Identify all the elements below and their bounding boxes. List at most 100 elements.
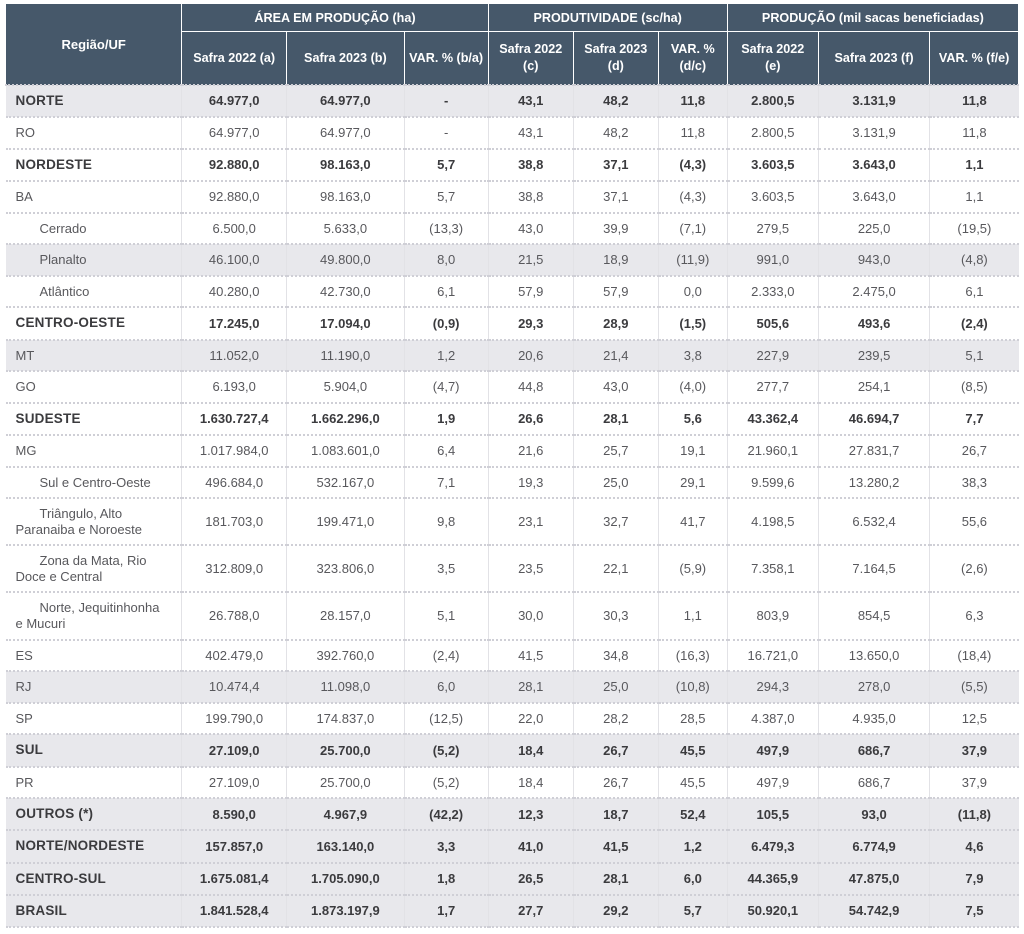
row-value-prodty-2023: 29,2 bbox=[573, 893, 659, 928]
row-value-prod-2023: 3.131,9 bbox=[818, 116, 931, 149]
row-value-area-var: (0,9) bbox=[404, 306, 489, 340]
table-row: NORTE 64.977,0 64.977,0 - 43,1 48,2 11,8… bbox=[5, 83, 1019, 118]
row-value-prod-2023: 2.475,0 bbox=[818, 274, 931, 308]
row-value-prod-var: (19,5) bbox=[929, 211, 1019, 245]
row-value-prodty-2023: 28,9 bbox=[573, 306, 659, 340]
row-value-area-var: (12,5) bbox=[404, 701, 489, 735]
row-value-area-2022: 312.809,0 bbox=[181, 544, 288, 593]
row-value-prod-2023: 4.935,0 bbox=[818, 701, 931, 735]
row-value-prod-2023: 6.532,4 bbox=[818, 497, 931, 546]
row-value-prodty-2023: 48,2 bbox=[573, 116, 659, 149]
row-value-prodty-var: 5,6 bbox=[658, 401, 728, 435]
row-value-prodty-var: 3,8 bbox=[658, 338, 728, 372]
row-value-prod-var: 12,5 bbox=[929, 701, 1019, 735]
row-value-area-2022: 402.479,0 bbox=[181, 638, 288, 672]
row-value-prod-2023: 54.742,9 bbox=[818, 893, 931, 928]
row-value-prodty-var: (5,9) bbox=[658, 544, 728, 593]
row-label: SUDESTE bbox=[5, 401, 183, 435]
row-value-prod-2022: 2.800,5 bbox=[727, 83, 819, 118]
row-label: Cerrado bbox=[5, 211, 183, 245]
table-row: Sul e Centro-Oeste 496.684,0 532.167,0 7… bbox=[5, 465, 1019, 499]
row-value-prodty-var: 45,5 bbox=[658, 765, 728, 799]
table-row: NORTE/NORDESTE 157.857,0 163.140,0 3,3 4… bbox=[5, 829, 1019, 863]
row-value-prod-2022: 803,9 bbox=[727, 591, 819, 640]
row-value-prod-2023: 3.131,9 bbox=[818, 83, 931, 118]
row-value-area-2023: 64.977,0 bbox=[286, 116, 405, 149]
row-value-prodty-2022: 19,3 bbox=[488, 465, 574, 499]
group-header-producao: PRODUÇÃO (mil sacas beneficiadas) bbox=[726, 3, 1020, 32]
table-row: ES 402.479,0 392.760,0 (2,4) 41,5 34,8 (… bbox=[5, 638, 1019, 672]
table-row: OUTROS (*) 8.590,0 4.967,9 (42,2) 12,3 1… bbox=[5, 797, 1019, 831]
row-value-prod-2023: 686,7 bbox=[818, 733, 931, 767]
row-value-prod-var: (5,5) bbox=[929, 670, 1019, 703]
col-header-var-ba: VAR. % (b/a) bbox=[403, 31, 489, 86]
row-value-prod-2022: 4.198,5 bbox=[727, 497, 819, 546]
row-value-prodty-var: (1,5) bbox=[658, 306, 728, 340]
row-value-area-var: (5,2) bbox=[404, 733, 489, 767]
table-row: BRASIL 1.841.528,4 1.873.197,9 1,7 27,7 … bbox=[5, 893, 1019, 928]
row-value-prodty-var: 0,0 bbox=[658, 274, 728, 308]
row-value-prodty-2023: 18,7 bbox=[573, 797, 659, 831]
row-value-prodty-2022: 12,3 bbox=[488, 797, 574, 831]
row-label: Planalto bbox=[5, 243, 183, 276]
row-value-prod-var: 7,7 bbox=[929, 401, 1019, 435]
col-header-var-dc: VAR. % (d/c) bbox=[657, 31, 728, 86]
row-value-prod-2022: 3.603,5 bbox=[727, 179, 819, 213]
row-value-prod-2022: 277,7 bbox=[727, 370, 819, 403]
column-header-row: Safra 2022 (a) Safra 2023 (b) VAR. % (b/… bbox=[6, 31, 1019, 86]
row-value-prodty-2023: 28,2 bbox=[573, 701, 659, 735]
row-value-prod-var: 1,1 bbox=[929, 179, 1019, 213]
row-value-prod-var: (18,4) bbox=[929, 638, 1019, 672]
row-value-prod-2022: 497,9 bbox=[727, 733, 819, 767]
row-value-area-2023: 163.140,0 bbox=[286, 829, 405, 863]
table-row: RJ 10.474,4 11.098,0 6,0 28,1 25,0 (10,8… bbox=[5, 670, 1019, 703]
table-row: SP 199.790,0 174.837,0 (12,5) 22,0 28,2 … bbox=[5, 701, 1019, 735]
row-value-area-2022: 10.474,4 bbox=[181, 670, 288, 703]
table-row: RO 64.977,0 64.977,0 - 43,1 48,2 11,8 2.… bbox=[5, 116, 1019, 149]
row-value-prod-var: 11,8 bbox=[929, 116, 1019, 149]
row-value-prod-var: 37,9 bbox=[929, 733, 1019, 767]
production-table: Região/UF ÁREA EM PRODUÇÃO (ha) PRODUTIV… bbox=[4, 3, 1020, 928]
row-value-area-var: 3,5 bbox=[404, 544, 489, 593]
row-value-prodty-2022: 20,6 bbox=[488, 338, 574, 372]
row-value-area-var: 1,7 bbox=[404, 893, 489, 928]
row-value-prod-2022: 44.365,9 bbox=[727, 861, 819, 895]
row-value-prodty-2023: 48,2 bbox=[573, 83, 659, 118]
row-value-prodty-var: 5,7 bbox=[658, 893, 728, 928]
row-value-prodty-2023: 18,9 bbox=[573, 243, 659, 276]
row-value-area-var: 5,7 bbox=[404, 147, 489, 181]
row-value-area-2022: 40.280,0 bbox=[181, 274, 288, 308]
row-value-area-var: 1,8 bbox=[404, 861, 489, 895]
row-value-prodty-var: 45,5 bbox=[658, 733, 728, 767]
row-value-prod-2022: 4.387,0 bbox=[727, 701, 819, 735]
row-value-area-2023: 98.163,0 bbox=[286, 179, 405, 213]
row-value-prod-2022: 50.920,1 bbox=[727, 893, 819, 928]
row-value-area-2023: 98.163,0 bbox=[286, 147, 405, 181]
row-value-area-2023: 17.094,0 bbox=[286, 306, 405, 340]
row-value-prodty-2023: 25,0 bbox=[573, 465, 659, 499]
col-header-safra-2022-e: Safra 2022 (e) bbox=[726, 31, 819, 86]
row-value-prodty-2023: 25,0 bbox=[573, 670, 659, 703]
row-value-prod-2023: 47.875,0 bbox=[818, 861, 931, 895]
row-value-area-2023: 5.633,0 bbox=[286, 211, 405, 245]
row-value-prodty-var: (4,0) bbox=[658, 370, 728, 403]
row-value-prod-2023: 254,1 bbox=[818, 370, 931, 403]
row-value-prodty-2022: 22,0 bbox=[488, 701, 574, 735]
row-label: MT bbox=[5, 338, 183, 372]
row-value-area-2023: 199.471,0 bbox=[286, 497, 405, 546]
row-value-prodty-var: 11,8 bbox=[658, 116, 728, 149]
row-label: PR bbox=[5, 765, 183, 799]
row-value-area-var: 3,3 bbox=[404, 829, 489, 863]
row-label: RO bbox=[5, 116, 183, 149]
row-value-prodty-2022: 38,8 bbox=[488, 179, 574, 213]
row-value-area-2022: 157.857,0 bbox=[181, 829, 288, 863]
row-value-area-var: (42,2) bbox=[404, 797, 489, 831]
table-row: PR 27.109,0 25.700,0 (5,2) 18,4 26,7 45,… bbox=[5, 765, 1019, 799]
table-row: CENTRO-SUL 1.675.081,4 1.705.090,0 1,8 2… bbox=[5, 861, 1019, 895]
row-value-area-var: (5,2) bbox=[404, 765, 489, 799]
row-label: NORTE/NORDESTE bbox=[5, 829, 183, 863]
row-value-area-2023: 1.705.090,0 bbox=[286, 861, 405, 895]
row-value-prod-2022: 279,5 bbox=[727, 211, 819, 245]
row-value-prodty-2023: 32,7 bbox=[573, 497, 659, 546]
row-label: Sul e Centro-Oeste bbox=[5, 465, 183, 499]
